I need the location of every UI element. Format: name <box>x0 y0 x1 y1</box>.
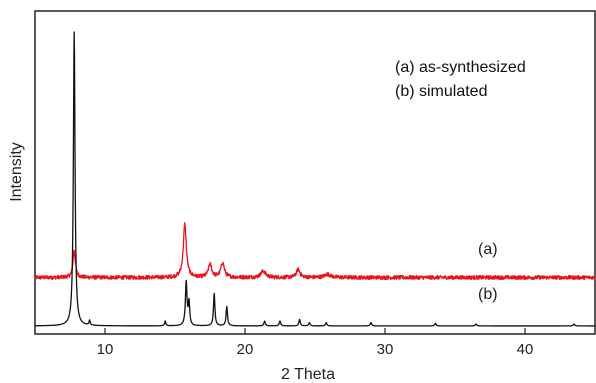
x-tick-label: 30 <box>377 341 394 358</box>
x-axis-label: 2 Theta <box>281 366 335 383</box>
series-line-a <box>34 222 596 281</box>
series-line-b <box>34 31 596 327</box>
series-tag-b: (b) <box>478 286 498 303</box>
x-tick-label: 20 <box>237 341 254 358</box>
x-tick-label: 10 <box>97 341 114 358</box>
legend-entry-a: (a) as-synthesized <box>395 59 526 76</box>
legend-entry-b: (b) simulated <box>395 83 487 100</box>
x-tick-label: 40 <box>517 341 534 358</box>
x-axis-ticks: 10 20 30 40 <box>97 328 534 358</box>
series-tag-a: (a) <box>478 241 498 258</box>
y-axis-label: Intensity <box>8 142 25 202</box>
plot-frame <box>34 10 596 335</box>
series-layer <box>34 31 596 327</box>
